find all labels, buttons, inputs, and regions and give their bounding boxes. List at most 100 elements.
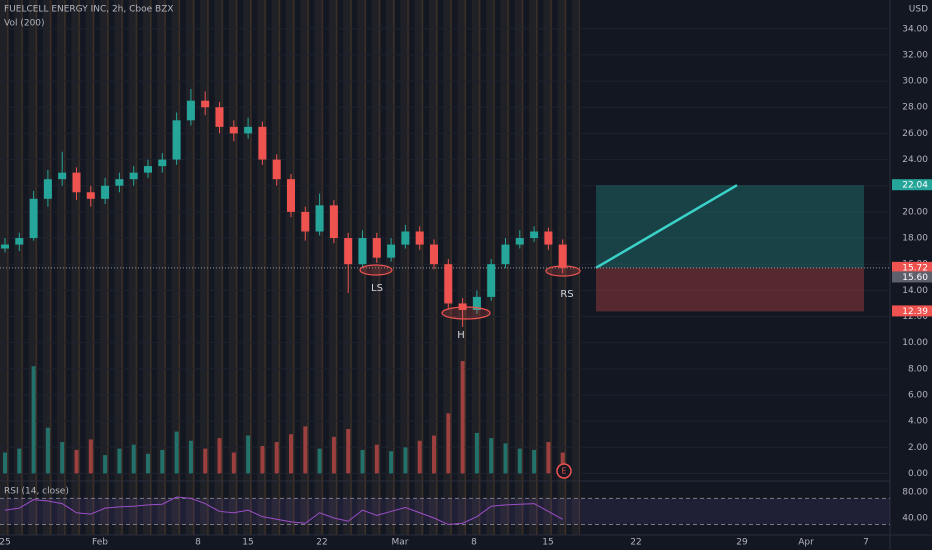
projection-line	[595, 184, 738, 269]
volume-bar	[274, 442, 279, 474]
earnings-label: E	[561, 467, 566, 476]
volume-bar	[146, 453, 150, 474]
candle-body	[530, 231, 539, 239]
candle-body	[186, 100, 195, 121]
candle-body	[558, 244, 567, 268]
volume-bar	[532, 449, 537, 474]
candle-body	[315, 205, 324, 232]
price-label-bg	[892, 179, 932, 191]
price-label-bg	[892, 271, 932, 283]
candle-body	[43, 179, 52, 199]
x-tick-label: 15	[542, 538, 553, 548]
price-label-bg	[892, 305, 932, 317]
candle-body	[201, 100, 210, 108]
candle-body	[487, 264, 496, 297]
candle-body	[86, 192, 95, 199]
volume-bar	[331, 436, 336, 474]
y-tick-label: 8.00	[908, 364, 928, 374]
volume-bar	[517, 448, 522, 474]
volume-bar	[417, 440, 422, 474]
pattern-label: LS	[371, 283, 383, 294]
title: FUELCELL ENERGY INC, 2h, Cboe BZX	[4, 5, 174, 15]
volume-bar	[546, 442, 551, 474]
volume-bar	[160, 449, 165, 474]
volume-bar	[174, 431, 179, 474]
candle-body	[72, 172, 81, 193]
candle-body	[272, 159, 281, 180]
volume-bar	[389, 451, 394, 474]
volume-bar	[3, 452, 7, 474]
y-tick-label: 18.00	[902, 234, 928, 244]
candle-body	[144, 166, 152, 173]
volume-bar	[17, 448, 22, 474]
candle-body	[358, 238, 367, 265]
candle-body	[244, 126, 253, 134]
candle-body	[401, 231, 410, 245]
candle-body	[415, 231, 424, 245]
volume-bar	[188, 440, 193, 474]
volume-bar	[432, 435, 436, 474]
candle-body	[58, 172, 67, 180]
currency: USD	[909, 5, 928, 15]
earnings-marker	[556, 463, 572, 479]
volume-bar	[231, 452, 236, 474]
rsi-tick-label: 80.00	[902, 487, 928, 497]
x-tick-label: Feb	[92, 538, 108, 548]
candle-body	[430, 244, 438, 265]
candle-body	[287, 179, 295, 212]
volume-bar	[474, 432, 479, 474]
volume-bar	[403, 447, 408, 474]
pattern-label: H	[457, 330, 465, 341]
candle-body	[258, 126, 267, 160]
rsi-band	[0, 498, 890, 525]
volume-bar	[246, 435, 251, 474]
candle-body	[344, 238, 353, 265]
x-tick-label: 25	[0, 538, 11, 548]
volume-bar	[45, 427, 50, 474]
pattern-ellipse	[441, 306, 491, 320]
candle-body	[372, 238, 381, 258]
x-tick-label: 15	[242, 538, 253, 548]
x-tick-label: 22	[630, 538, 641, 548]
x-tick-label: Apr	[798, 538, 814, 548]
y-tick-label: 10.00	[902, 338, 928, 348]
y-tick-label: 26.00	[902, 129, 928, 139]
rsi-tick-label: 40.00	[902, 513, 928, 523]
target-zone	[596, 185, 864, 268]
price-label: 12.39	[902, 307, 928, 317]
x-tick-label: 8	[471, 538, 477, 548]
y-tick-label: 20.00	[902, 207, 928, 217]
volume-bar	[489, 438, 494, 474]
price-label: 15.60	[902, 273, 928, 283]
volume-bar	[503, 443, 508, 474]
x-tick-label: Mar	[392, 538, 409, 548]
volume-bar	[31, 366, 36, 474]
candle-body	[515, 238, 524, 245]
volume-bar	[103, 455, 108, 474]
volume-label: Vol (200)	[4, 19, 45, 29]
volume-bar	[88, 439, 93, 474]
volume-bar	[131, 444, 136, 474]
volume-bar	[560, 452, 565, 474]
x-tick-label: 7	[863, 538, 869, 548]
volume-bar	[60, 442, 65, 474]
candle-body	[501, 244, 510, 265]
y-tick-label: 4.00	[908, 417, 928, 427]
candle-body	[329, 205, 338, 239]
x-tick-label: 29	[736, 538, 748, 548]
volume-bar	[374, 444, 379, 474]
price-label: 15.72	[902, 263, 928, 273]
y-tick-label: 12.00	[902, 312, 928, 322]
y-tick-label: 32.00	[902, 50, 928, 60]
volume-bar	[303, 426, 308, 474]
candle-body	[387, 244, 396, 258]
pattern-ellipse	[359, 264, 393, 276]
volume-bar	[203, 448, 208, 474]
candle-body	[472, 296, 481, 310]
y-tick-label: 24.00	[902, 155, 928, 165]
volume-bar	[346, 428, 351, 474]
pattern-ellipse	[545, 265, 581, 277]
volume-bar	[74, 449, 79, 474]
volume-bar	[317, 448, 322, 474]
